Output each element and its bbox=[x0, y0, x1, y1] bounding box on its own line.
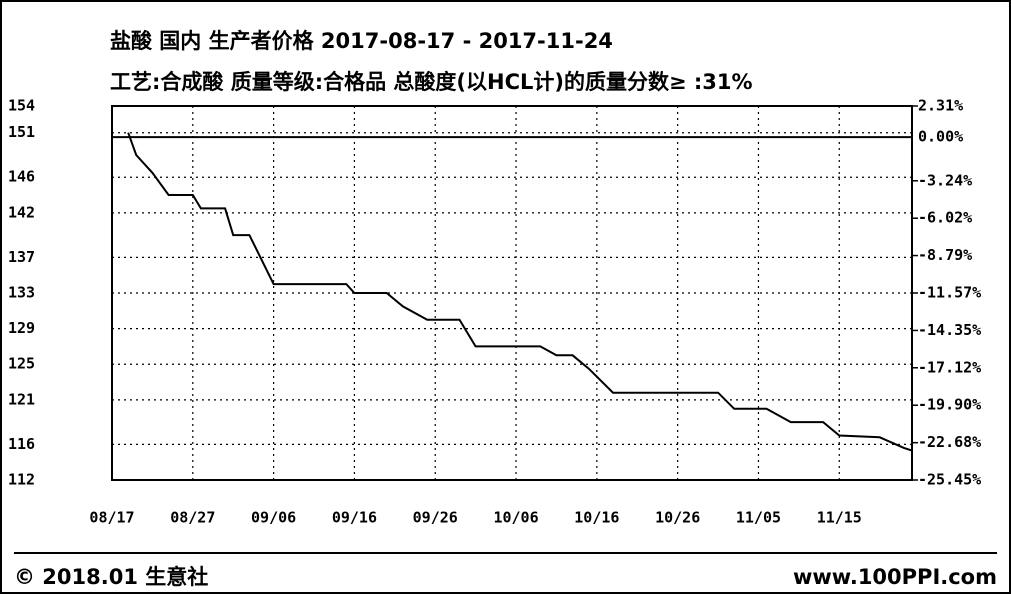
y2-tick-label: -6.02% bbox=[918, 209, 972, 227]
price-line bbox=[127, 132, 913, 452]
x-tick-label: 10/16 bbox=[574, 509, 619, 527]
y2-tick-label: -11.57% bbox=[918, 284, 981, 302]
x-tick-label: 09/16 bbox=[332, 509, 377, 527]
copyright: © 2018.01 生意社 bbox=[14, 565, 208, 589]
y2-tick-label: -22.68% bbox=[918, 433, 981, 451]
chart-subtitle: 工艺:合成酸 质量等级:合格品 总酸度(以HCL计)的质量分数≥ :31% bbox=[110, 70, 753, 94]
y2-tick-label: -25.45% bbox=[918, 471, 981, 489]
y-tick-label: 133 bbox=[8, 284, 35, 302]
y2-tick-label: -17.12% bbox=[918, 358, 981, 376]
y-tick-label: 125 bbox=[8, 355, 35, 373]
source: www.100PPI.com bbox=[793, 565, 997, 589]
y2-tick-label: -8.79% bbox=[918, 246, 972, 264]
x-tick-label: 09/06 bbox=[251, 509, 296, 527]
x-tick-label: 08/17 bbox=[89, 509, 134, 527]
x-tick-label: 09/26 bbox=[413, 509, 458, 527]
y2-tick-label: 2.31% bbox=[918, 97, 963, 115]
y2-tick-label: -14.35% bbox=[918, 321, 981, 339]
y-tick-label: 121 bbox=[8, 390, 35, 408]
x-tick-label: 11/15 bbox=[817, 509, 862, 527]
x-tick-label: 08/27 bbox=[170, 509, 215, 527]
y-tick-label: 142 bbox=[8, 203, 35, 221]
x-tick-label: 10/26 bbox=[655, 509, 700, 527]
y2-tick-label: -3.24% bbox=[918, 171, 972, 189]
y2-tick-label: -19.90% bbox=[918, 396, 981, 414]
y-tick-label: 129 bbox=[8, 319, 35, 337]
y-tick-label: 116 bbox=[8, 435, 35, 453]
y-tick-label: 154 bbox=[8, 97, 35, 115]
x-tick-label: 11/05 bbox=[736, 509, 781, 527]
x-tick-label: 10/06 bbox=[493, 509, 538, 527]
y2-tick-label: 0.00% bbox=[918, 128, 963, 146]
y-tick-label: 137 bbox=[8, 248, 35, 266]
y-tick-label: 151 bbox=[8, 123, 35, 141]
y-tick-label: 112 bbox=[8, 471, 35, 489]
y-tick-label: 146 bbox=[8, 168, 35, 186]
chart-title: 盐酸 国内 生产者价格 2017-08-17 - 2017-11-24 bbox=[110, 29, 613, 53]
